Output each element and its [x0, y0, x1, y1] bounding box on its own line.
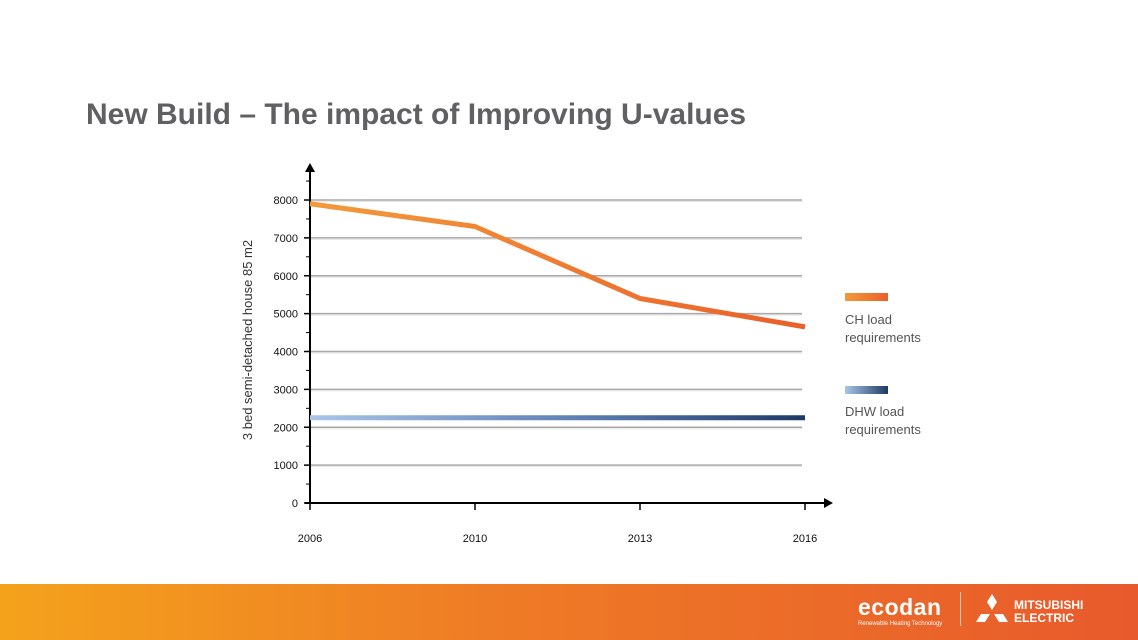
legend-label-ch-1: CH load: [845, 312, 892, 327]
mitsubishi-logo: MITSUBISHI ELECTRIC: [1014, 599, 1083, 625]
series-line-ch: [309, 201, 806, 330]
logo-divider: [960, 592, 961, 626]
x-tick-label-2010: 2010: [463, 533, 487, 545]
legend-label-dhw-2: requirements: [845, 422, 921, 437]
x-tick-label-2006: 2006: [298, 533, 322, 545]
axes: [305, 163, 833, 508]
ecodan-tagline: Renewable Heating Technology: [858, 621, 943, 627]
slide-title: New Build – The impact of Improving U-va…: [86, 98, 747, 131]
y-tick-label-1000: 1000: [274, 460, 298, 472]
y-tick-label-2000: 2000: [274, 422, 298, 434]
footer-bar: [0, 584, 1138, 640]
ecodan-logo: ecodan Renewable Heating Technology: [858, 596, 942, 628]
y-ticks: 0 1000 2000 3000 4000 5000 6000 7000 8000: [274, 180, 310, 510]
legend: CH load requirements DHW load requiremen…: [845, 293, 921, 437]
y-tick-label-3000: 3000: [274, 384, 298, 396]
y-axis-label: 3 bed semi-detached house 85 m2: [240, 240, 255, 440]
gridlines: [310, 199, 802, 468]
y-tick-label-4000: 4000: [274, 347, 298, 359]
ecodan-wordmark: ecodan: [858, 594, 942, 620]
y-tick-label-8000: 8000: [274, 195, 298, 207]
legend-label-dhw-1: DHW load: [845, 404, 904, 419]
y-tick-label-7000: 7000: [274, 233, 298, 245]
data-points: [310, 204, 805, 418]
mitsubishi-line-1: MITSUBISHI: [1014, 598, 1084, 612]
y-axis-arrow: [305, 163, 315, 172]
y-tick-label-0: 0: [292, 498, 298, 510]
x-tick-label-2013: 2013: [628, 533, 652, 545]
y-tick-label-6000: 6000: [274, 271, 298, 283]
x-axis-arrow: [824, 498, 833, 508]
mitsubishi-diamonds-icon: [976, 594, 1008, 622]
legend-label-ch-2: requirements: [845, 330, 921, 345]
mitsubishi-line-2: ELECTRIC: [1014, 611, 1074, 625]
x-tick-label-2016: 2016: [793, 533, 817, 545]
legend-swatch-dhw: [845, 386, 888, 394]
y-tick-label-5000: 5000: [274, 309, 298, 321]
legend-swatch-ch: [845, 293, 888, 301]
x-ticks: 2006 2010 2013 2016: [298, 503, 817, 545]
